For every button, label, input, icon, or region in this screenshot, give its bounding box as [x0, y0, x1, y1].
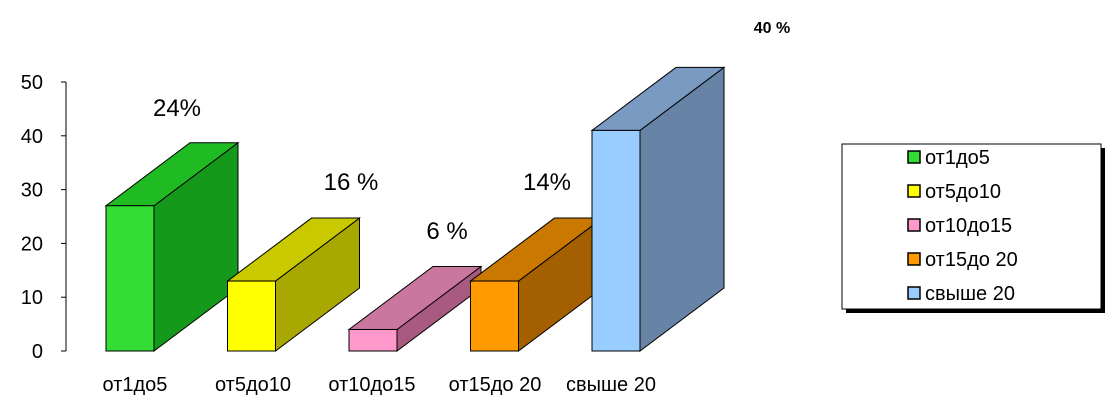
- y-tick-label: 50: [21, 72, 43, 94]
- y-tick-label: 0: [32, 341, 43, 363]
- legend-box: [841, 143, 1102, 310]
- data-label: 40 %: [754, 20, 790, 37]
- bar-front-face: [591, 129, 641, 352]
- data-label: 24%: [153, 95, 201, 122]
- legend-swatch: [907, 150, 921, 164]
- x-category-label: от10до15: [328, 374, 415, 395]
- legend-swatch: [907, 218, 921, 232]
- legend-swatch: [907, 252, 921, 266]
- bar-front-face: [470, 280, 519, 352]
- y-tick-label: 20: [21, 233, 43, 255]
- x-category-label: от5до10: [215, 374, 291, 395]
- bar-2: [226, 217, 361, 352]
- bar-front-face: [348, 328, 398, 352]
- y-tick-label: 30: [21, 180, 43, 202]
- data-label: 16 %: [324, 169, 379, 196]
- legend-entry: от1до5: [925, 147, 990, 169]
- legend-entry: от10до15: [925, 215, 1012, 237]
- bar-5: [590, 66, 726, 352]
- bar-front-face: [227, 280, 276, 352]
- x-category-label: свыше 20: [566, 374, 656, 395]
- bar-4: [469, 217, 604, 352]
- legend-entry: от5до10: [925, 181, 1001, 203]
- legend-entry: от15до 20: [925, 249, 1018, 271]
- bar-3: [347, 265, 483, 352]
- x-category-label: от1до5: [103, 374, 168, 395]
- y-tick-label: 10: [21, 287, 43, 309]
- bar-front-face: [105, 205, 155, 352]
- y-tick-label: 40: [21, 126, 43, 148]
- data-label: 14%: [523, 169, 571, 196]
- bar-1: [104, 141, 240, 352]
- x-category-label: от15до 20: [449, 374, 542, 395]
- data-label: 6 %: [426, 218, 467, 245]
- legend-swatch: [907, 286, 921, 300]
- legend-entry: свыше 20: [925, 283, 1015, 305]
- legend-swatch: [907, 184, 921, 198]
